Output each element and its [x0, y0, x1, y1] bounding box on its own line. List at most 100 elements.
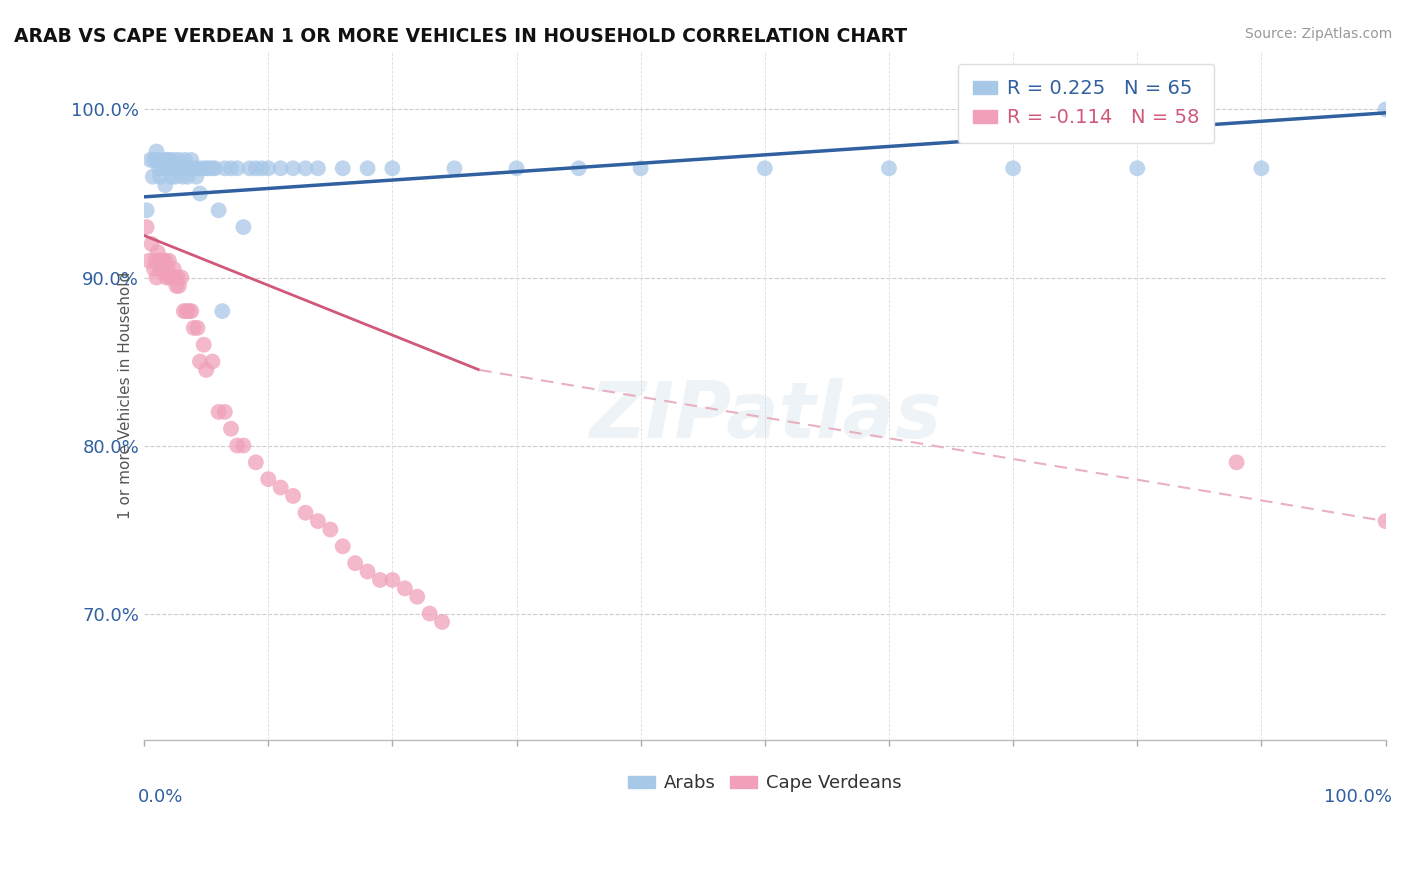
Point	[226, 161, 249, 176]
Point	[211, 304, 233, 318]
Point	[443, 161, 465, 176]
Point	[163, 153, 186, 167]
Point	[219, 161, 242, 176]
Point	[332, 539, 354, 553]
Point	[165, 169, 187, 184]
Point	[214, 405, 236, 419]
Point	[294, 506, 316, 520]
Point	[155, 253, 177, 268]
Point	[160, 270, 183, 285]
Point	[207, 405, 229, 419]
Point	[159, 161, 181, 176]
Point	[143, 262, 166, 277]
Point	[167, 279, 190, 293]
Text: Source: ZipAtlas.com: Source: ZipAtlas.com	[1244, 27, 1392, 41]
Point	[166, 270, 188, 285]
Point	[344, 556, 367, 570]
Point	[155, 270, 177, 285]
Point	[155, 178, 177, 193]
Point	[214, 161, 236, 176]
Point	[148, 253, 170, 268]
Point	[156, 262, 179, 277]
Point	[176, 304, 198, 318]
Point	[150, 262, 173, 277]
Point	[135, 220, 157, 235]
Point	[294, 161, 316, 176]
Point	[139, 153, 162, 167]
Point	[166, 161, 188, 176]
Point	[146, 153, 169, 167]
Point	[156, 153, 179, 167]
Point	[135, 203, 157, 218]
Point	[394, 582, 416, 596]
Point	[191, 161, 214, 176]
Point	[204, 161, 226, 176]
Point	[257, 472, 280, 486]
Point	[157, 253, 180, 268]
Point	[177, 304, 200, 318]
Text: 100.0%: 100.0%	[1324, 788, 1392, 805]
Point	[1126, 161, 1149, 176]
Point	[226, 438, 249, 452]
Point	[180, 153, 202, 167]
Point	[176, 169, 198, 184]
Point	[568, 161, 591, 176]
Legend: Arabs, Cape Verdeans: Arabs, Cape Verdeans	[620, 767, 910, 799]
Point	[1226, 455, 1249, 469]
Point	[381, 161, 404, 176]
Point	[162, 161, 184, 176]
Point	[163, 262, 186, 277]
Point	[165, 270, 187, 285]
Point	[207, 203, 229, 218]
Point	[368, 573, 391, 587]
Point	[153, 262, 176, 277]
Point	[162, 270, 184, 285]
Text: 0.0%: 0.0%	[138, 788, 183, 805]
Point	[245, 455, 267, 469]
Point	[149, 262, 172, 277]
Point	[143, 153, 166, 167]
Text: ZIPatlas: ZIPatlas	[589, 378, 941, 454]
Point	[152, 161, 174, 176]
Point	[141, 236, 163, 251]
Point	[232, 438, 254, 452]
Point	[170, 270, 193, 285]
Point	[186, 169, 208, 184]
Point	[219, 422, 242, 436]
Point	[319, 523, 342, 537]
Point	[1002, 161, 1025, 176]
Y-axis label: 1 or more Vehicles in Household: 1 or more Vehicles in Household	[118, 271, 134, 519]
Point	[630, 161, 652, 176]
Point	[239, 161, 262, 176]
Point	[173, 161, 195, 176]
Point	[148, 161, 170, 176]
Point	[153, 153, 176, 167]
Point	[195, 161, 218, 176]
Point	[159, 270, 181, 285]
Point	[155, 161, 177, 176]
Point	[186, 161, 208, 176]
Point	[201, 354, 224, 368]
Point	[332, 161, 354, 176]
Point	[145, 145, 167, 159]
Point	[177, 161, 200, 176]
Point	[307, 161, 329, 176]
Point	[188, 186, 211, 201]
Point	[172, 169, 194, 184]
Point	[165, 161, 187, 176]
Point	[167, 153, 190, 167]
Point	[1374, 514, 1396, 528]
Point	[152, 253, 174, 268]
Point	[160, 169, 183, 184]
Point	[186, 321, 208, 335]
Point	[877, 161, 900, 176]
Point	[165, 279, 187, 293]
Point	[381, 573, 404, 587]
Point	[197, 161, 219, 176]
Point	[138, 253, 160, 268]
Point	[145, 270, 167, 285]
Point	[245, 161, 267, 176]
Point	[250, 161, 273, 176]
Point	[406, 590, 429, 604]
Point	[173, 304, 195, 318]
